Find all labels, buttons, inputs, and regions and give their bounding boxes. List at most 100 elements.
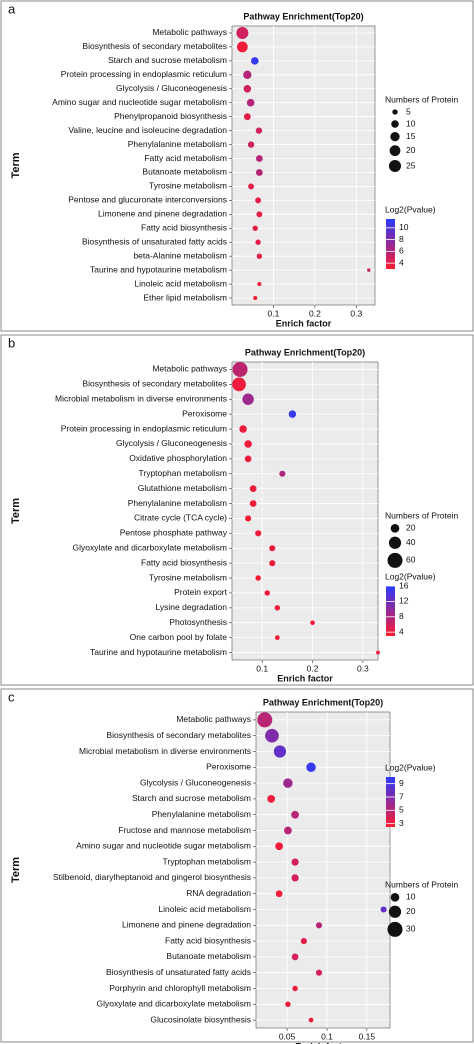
x-axis-label: Enrich factor: [295, 1041, 351, 1044]
bubble: [236, 26, 249, 39]
bubble: [310, 620, 315, 626]
color-bar: [386, 777, 395, 827]
bubble: [269, 560, 276, 567]
y-tick-label: Glyoxylate and dicarboxylate metabolism: [97, 999, 252, 1009]
y-tick-label: Tyrosine metabolism: [149, 572, 227, 582]
bubble: [380, 906, 387, 913]
color-tick-label: 9: [399, 778, 404, 788]
y-tick-label: Biosynthesis of unsaturated fatty acids: [82, 236, 227, 246]
bubble: [283, 778, 293, 788]
x-tick-label: 0.1: [321, 1031, 333, 1041]
bubble: [284, 826, 292, 835]
y-tick-label: Tyrosine metabolism: [149, 181, 227, 191]
bubble: [242, 393, 254, 405]
y-tick-label: Fatty acid metabolism: [144, 153, 227, 163]
color-tick-label: 12: [399, 596, 409, 606]
bubble: [269, 545, 276, 552]
color-tick-label: 4: [399, 257, 404, 267]
y-tick-label: Protein processing in endoplasmic reticu…: [61, 423, 227, 433]
bubble: [291, 953, 299, 961]
bubble: [315, 922, 323, 929]
y-tick-label: Glycolysis / Gluconeogenesis: [140, 777, 251, 787]
color-legend-title: Log2(Pvalue): [385, 204, 436, 214]
bubble: [264, 590, 270, 596]
bubble: [265, 728, 279, 743]
size-legend-dot: [389, 145, 401, 157]
size-legend-dot: [391, 120, 399, 128]
y-tick-label: One carbon pool by folate: [130, 632, 228, 642]
y-tick-label: Valine, leucine and isoleucine degradati…: [68, 125, 227, 135]
y-tick-label: Pentose and glucuronate interconversions: [68, 195, 227, 205]
bubble: [291, 858, 299, 866]
y-tick-label: Phenylpropanoid biosynthesis: [114, 111, 227, 121]
y-tick-label: Amino sugar and nucleotide sugar metabol…: [52, 97, 227, 107]
size-legend-label: 60: [406, 555, 416, 565]
bubble: [239, 425, 247, 433]
y-tick-label: beta-Alanine metabolism: [133, 250, 227, 260]
bubble: [236, 41, 248, 53]
y-tick-label: Oxidative phosphorylation: [129, 453, 227, 463]
chart-title: Pathway Enrichment(Top20): [245, 347, 365, 357]
size-legend-label: 25: [406, 160, 416, 170]
y-tick-label: Linoleic acid metabolism: [134, 278, 227, 288]
color-tick-label: 3: [399, 818, 404, 828]
y-tick-label: Protein processing in endoplasmic reticu…: [61, 69, 227, 79]
y-tick-label: Metabolic pathways: [176, 714, 251, 724]
x-axis-label: Enrich factor: [276, 318, 332, 328]
plot-area: [231, 361, 379, 661]
bubble: [288, 410, 297, 418]
bubble: [291, 810, 299, 819]
bubble: [246, 98, 255, 107]
x-tick-label: 0.3: [350, 308, 362, 318]
bubble: [248, 183, 255, 190]
panel-border: [0, 688, 474, 1043]
bubble: [291, 874, 299, 882]
bubble: [257, 281, 262, 287]
y-tick-label: Peroxisome: [182, 408, 227, 418]
size-legend-dot: [388, 905, 402, 918]
y-tick-label: Tryptophan metabolism: [138, 468, 227, 478]
y-tick-label: Phenylalanine metabolism: [128, 498, 227, 508]
y-tick-label: Fatty acid biosynthesis: [141, 223, 227, 233]
y-tick-label: Porphyrin and chlorophyll metabolism: [109, 983, 251, 993]
color-tick-label: 16: [399, 580, 409, 590]
y-tick-label: Glycolysis / Gluconeogenesis: [116, 83, 227, 93]
y-tick-label: Fatty acid biosynthesis: [165, 935, 251, 945]
color-tick-label: 7: [399, 791, 404, 801]
bubble: [376, 650, 380, 655]
bubble: [273, 745, 287, 758]
panel-border: [0, 0, 474, 332]
panel-border: [0, 334, 474, 686]
x-tick-label: 0.2: [309, 308, 321, 318]
y-tick-label: Ether lipid metabolism: [143, 292, 227, 302]
panel-label: b: [8, 335, 15, 350]
y-axis-label: Term: [10, 857, 22, 883]
size-legend-label: 40: [406, 537, 416, 547]
bubble: [255, 239, 261, 245]
y-tick-label: Glucosinolate biosynthesis: [150, 1014, 251, 1024]
color-legend-title: Log2(Pvalue): [385, 571, 436, 581]
size-legend-title: Numbers of Protein: [385, 879, 458, 889]
y-tick-label: Butanoate metabolism: [166, 951, 251, 961]
panel-label: a: [8, 1, 16, 16]
y-tick-label: Butanoate metabolism: [142, 167, 227, 177]
size-legend-title: Numbers of Protein: [385, 510, 458, 520]
size-legend-label: 10: [406, 118, 416, 128]
color-legend-title: Log2(Pvalue): [385, 762, 436, 772]
bubble: [253, 295, 258, 301]
bubble: [255, 155, 263, 162]
y-tick-label: Taurine and hypotaurine metabolism: [90, 647, 227, 657]
y-tick-label: Tryptophan metabolism: [162, 856, 251, 866]
x-tick-label: 0.05: [279, 1031, 296, 1041]
x-tick-label: 0.1: [268, 308, 280, 318]
y-tick-label: Phenylalanine metabolism: [128, 139, 227, 149]
size-legend-label: 20: [406, 523, 416, 533]
bubble: [279, 470, 286, 477]
bubble: [247, 141, 255, 148]
size-legend-label: 20: [406, 906, 416, 916]
panel-label: c: [8, 689, 15, 704]
y-tick-label: RNA degradation: [186, 888, 251, 898]
plot-area: [255, 711, 391, 1029]
size-legend-dot: [388, 536, 402, 549]
y-tick-label: Phenylalanine metabolism: [152, 809, 251, 819]
